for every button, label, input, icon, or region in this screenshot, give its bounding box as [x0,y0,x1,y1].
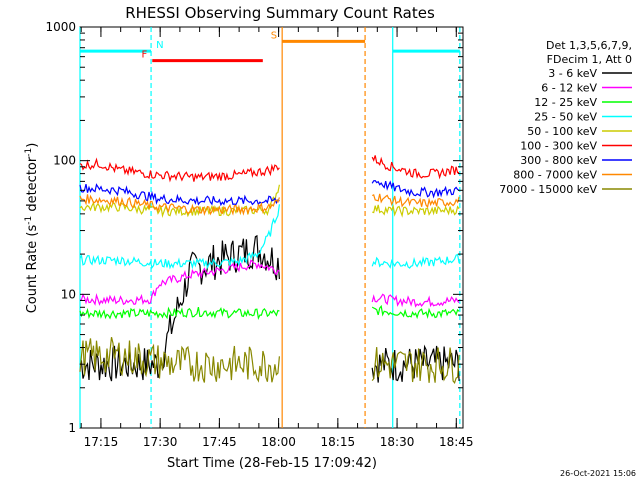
legend-label-100-300-kev: 100 - 300 keV [520,140,597,153]
series-line-300-800-kev-2 [371,179,460,199]
legend-label-50-100-kev: 50 - 100 keV [527,125,597,138]
series-line-100-300-kev-2 [371,155,460,180]
series-line-25-50-kev-1 [79,204,280,270]
series-line-7000-15000-kev-2 [371,347,460,385]
series-line-25-50-kev-2 [371,253,460,269]
series-line-50-100-kev-2 [371,204,460,218]
y-tick-label: 1000 [45,20,76,34]
footer-date: 26-Oct-2021 15:06 [560,469,636,478]
legend-header-line-1: Det 1,3,5,6,7,9, [546,39,632,52]
series-300-800-kev [79,179,460,207]
series-line-3-6-kev-2 [371,344,460,383]
series-line-300-800-kev-1 [79,183,280,207]
series-line-6-12-kev-1 [79,259,280,306]
legend-label-7000-15000-kev: 7000 - 15000 keV [499,183,597,196]
y-axis-label-part1: Count Rate (s [25,225,40,314]
y-axis-label-sup1: -1 [24,216,34,225]
flag-label-s: S [271,30,277,41]
y-tick-label: 10 [61,287,76,301]
x-tick-label: 17:15 [84,435,119,449]
series-line-12-25-kev-2 [371,304,460,320]
y-axis-label-part2: detector [25,156,40,216]
y-tick-label: 1 [68,421,76,435]
series-7000-15000-kev [79,337,460,385]
series-line-6-12-kev-2 [371,293,460,308]
y-axis-label-sup2: -1 [24,148,34,157]
legend-label-3-6-kev: 3 - 6 keV [548,67,597,80]
legend-header-line-2: FDecim 1, Att 0 [547,53,632,66]
flag-label-n: N [156,40,163,51]
series-line-7000-15000-kev-1 [79,337,280,383]
legend-label-25-50-kev: 25 - 50 keV [534,111,597,124]
series-100-300-kev [79,155,460,183]
x-tick-label: 18:15 [321,435,356,449]
legend-label-12-25-kev: 12 - 25 keV [534,96,597,109]
flag-bars: NF S [80,30,460,63]
legend-label-6-12-kev: 6 - 12 keV [541,82,597,95]
y-axis-label: Count Rate (s-1 detector-1) [24,143,40,314]
x-tick-label: 18:45 [439,435,474,449]
series-800-7000-kev [79,193,460,216]
chart-title: RHESSI Observing Summary Count Rates [125,4,435,22]
legend-label-800-7000-kev: 800 - 7000 keV [513,169,597,182]
series-25-50-kev [79,204,460,270]
series-line-800-7000-kev-1 [79,194,280,216]
series-6-12-kev [79,259,460,308]
time-markers [79,27,461,428]
flag-label-f: F [141,50,147,61]
y-axis-label-part3: ) [25,143,40,148]
y-tick-label: 100 [53,154,76,168]
series-layer [79,155,460,385]
x-tick-label: 17:45 [202,435,237,449]
axis-ticks: 1 10 100 1000 17:15 17:30 17:45 18:00 18:15 18:30… [45,20,473,449]
x-tick-label: 18:30 [380,435,415,449]
series-line-800-7000-kev-2 [371,193,460,209]
series-50-100-kev [79,184,460,218]
legend-label-300-800-kev: 300 - 800 keV [520,154,597,167]
series-line-12-25-kev-1 [79,306,280,321]
x-tick-label: 18:00 [261,435,296,449]
x-axis-label: Start Time (28-Feb-15 17:09:42) [167,456,377,471]
series-line-100-300-kev-1 [79,157,280,183]
series-12-25-kev [79,304,460,321]
legend: Det 1,3,5,6,7,9, FDecim 1, Att 0 3 - 6 k… [499,39,632,196]
x-tick-label: 17:30 [143,435,178,449]
